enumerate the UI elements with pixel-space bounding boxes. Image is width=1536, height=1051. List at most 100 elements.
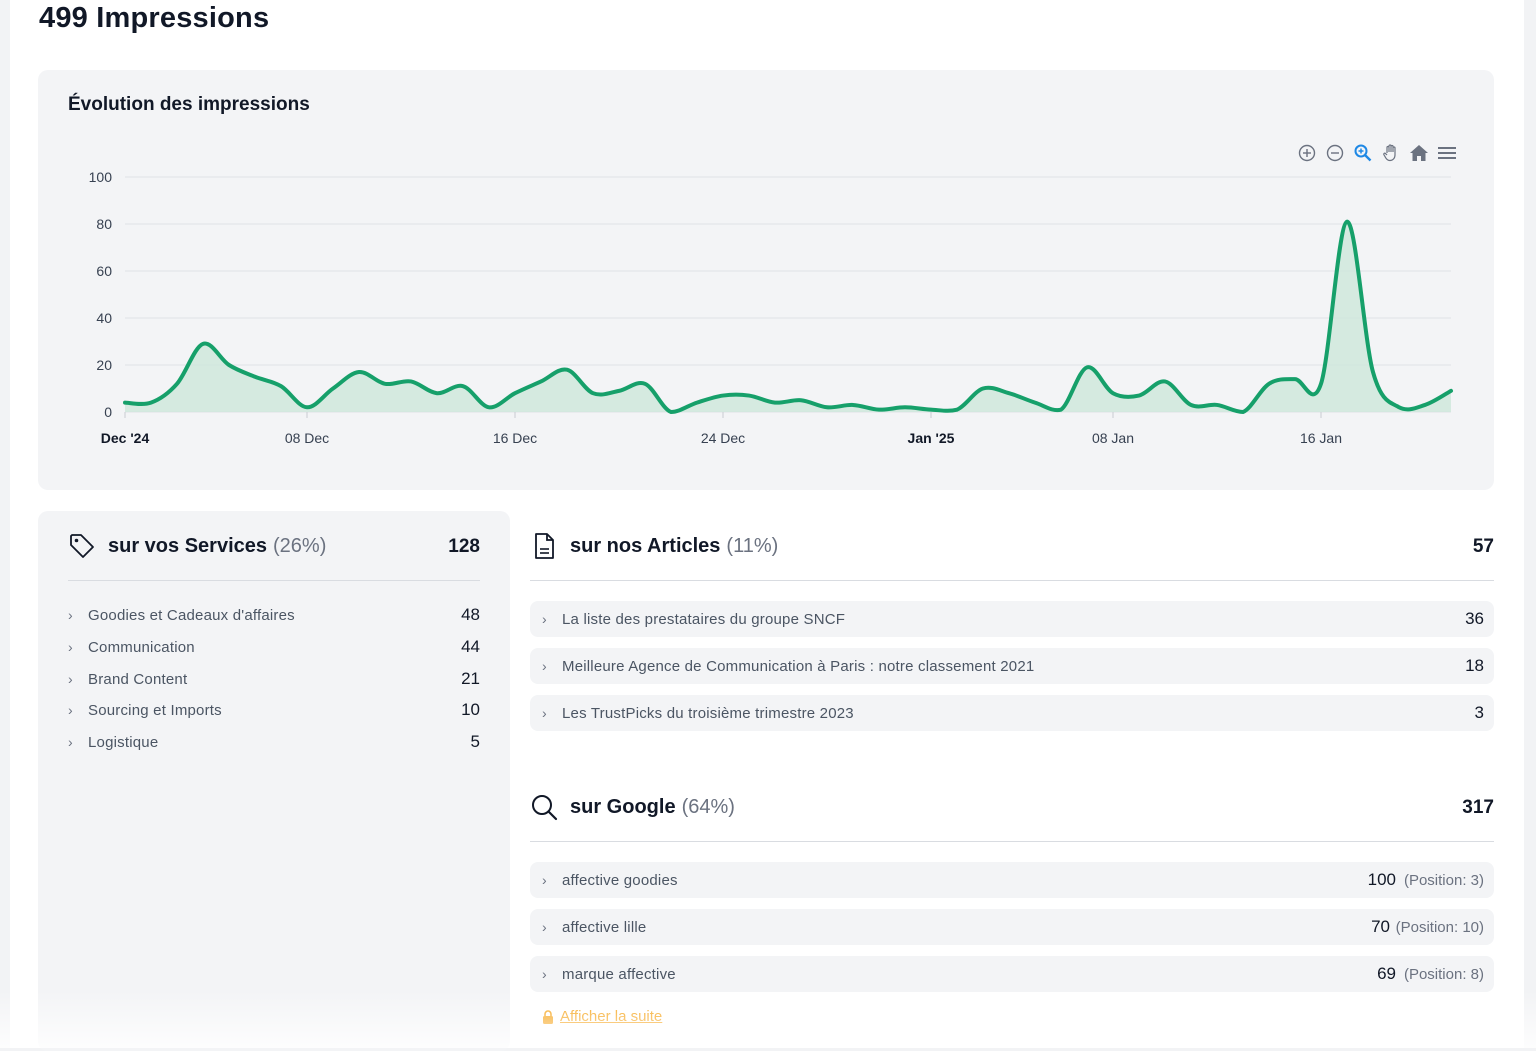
keyword-position: (Position: 8) (1403, 965, 1484, 983)
data-point (1266, 381, 1272, 387)
data-point (122, 400, 128, 406)
chevron-right-icon: › (542, 872, 547, 888)
data-point (382, 381, 388, 387)
services-percentage: (26%) (273, 534, 327, 557)
x-tick-label: 16 Jan (1300, 430, 1342, 446)
data-point (954, 407, 960, 413)
chevron-right-icon: › (542, 705, 547, 721)
google-title: sur Google (570, 795, 676, 818)
service-label: Goodies et Cadeaux d'affaires (88, 606, 295, 624)
data-point (668, 409, 674, 415)
service-label: Logistique (88, 733, 159, 751)
menu-icon[interactable] (1436, 142, 1458, 164)
show-more-label: Afficher la suite (560, 1008, 663, 1025)
google-total: 317 (1462, 797, 1494, 818)
service-label: Communication (88, 638, 195, 656)
pan-hand-icon[interactable] (1380, 142, 1402, 164)
data-point (564, 367, 570, 373)
data-point (252, 374, 258, 380)
google-percentage: (64%) (681, 795, 735, 818)
chevron-right-icon: › (68, 702, 73, 718)
data-point (1136, 393, 1142, 399)
list-item[interactable]: › affective goodies 100 (Position: 3) (530, 862, 1494, 898)
keyword-label: marque affective (562, 965, 676, 983)
list-item[interactable]: › Les TrustPicks du troisième trimestre … (530, 695, 1494, 731)
list-item[interactable]: › La liste des prestataires du groupe SN… (530, 601, 1494, 637)
service-value: 21 (461, 669, 480, 688)
x-tick-label: 08 Dec (285, 430, 329, 446)
data-point (1370, 369, 1376, 375)
list-item[interactable]: › Meilleure Agence de Communication à Pa… (530, 648, 1494, 684)
list-item[interactable]: › Logistique 5 (68, 731, 480, 753)
list-item[interactable]: › Communication 44 (68, 636, 480, 658)
keyword-value: 69 (1377, 964, 1396, 983)
data-point (798, 397, 804, 403)
keyword-position: (Position: 3) (1403, 871, 1484, 889)
y-tick-label: 40 (96, 310, 112, 326)
zoom-out-icon[interactable] (1324, 142, 1346, 164)
y-tick-label: 80 (96, 216, 112, 232)
chevron-right-icon: › (68, 639, 73, 655)
data-point (772, 400, 778, 406)
show-more-link[interactable]: Afficher la suite (542, 1008, 662, 1025)
service-value: 48 (461, 605, 480, 624)
page-title: 499 Impressions (39, 2, 270, 34)
lock-icon (542, 1009, 554, 1024)
data-point (1318, 381, 1324, 387)
data-point (1188, 402, 1194, 408)
keyword-label: affective lille (562, 918, 647, 936)
list-item[interactable]: › Goodies et Cadeaux d'affaires 48 (68, 604, 480, 626)
series-line (123, 219, 1453, 414)
keyword-label: affective goodies (562, 871, 678, 889)
data-point (850, 402, 856, 408)
data-point (746, 393, 752, 399)
articles-header: sur nos Articles (11%) (530, 532, 778, 560)
data-point (1240, 409, 1246, 415)
selection-zoom-icon[interactable] (1352, 142, 1374, 164)
services-total: 128 (448, 536, 480, 557)
home-icon[interactable] (1408, 142, 1430, 164)
list-item[interactable]: › affective lille 70 (Position: 10) (530, 909, 1494, 945)
list-item[interactable]: › Sourcing et Imports 10 (68, 699, 480, 721)
data-point (1058, 407, 1064, 413)
chevron-right-icon: › (68, 734, 73, 750)
x-tick-label: Jan '25 (908, 430, 955, 446)
data-point (590, 390, 596, 396)
service-value: 10 (461, 700, 480, 719)
data-point (330, 386, 336, 392)
data-point (1006, 390, 1012, 396)
data-point (1084, 364, 1090, 370)
data-point (304, 404, 310, 410)
chevron-right-icon: › (542, 919, 547, 935)
y-tick-label: 20 (96, 357, 112, 373)
series-area (125, 221, 1451, 412)
search-icon (530, 793, 558, 821)
data-point (486, 404, 492, 410)
articles-percentage: (11%) (726, 534, 779, 557)
page-container: 499 Impressions Évolution des impression… (10, 0, 1524, 1051)
keyword-position: (Position: 10) (1395, 918, 1484, 936)
data-point (1422, 402, 1428, 408)
x-tick-label: 16 Dec (493, 430, 537, 446)
chart-title: Évolution des impressions (68, 94, 310, 115)
data-point (538, 378, 544, 384)
data-point (642, 381, 648, 387)
list-item[interactable]: › Brand Content 21 (68, 668, 480, 690)
data-point (928, 407, 934, 413)
data-point (408, 378, 414, 384)
data-point (174, 381, 180, 387)
impressions-area-chart[interactable]: 0 20 40 60 80 100 Dec '24 08 Dec 16 Dec 24 Dec Jan… (38, 70, 1494, 490)
data-point (434, 390, 440, 396)
data-point (200, 341, 206, 347)
x-tick-label: 24 Dec (701, 430, 745, 446)
services-header: sur vos Services (26%) (68, 532, 326, 560)
data-point (460, 383, 466, 389)
zoom-in-icon[interactable] (1296, 142, 1318, 164)
data-point (902, 404, 908, 410)
article-value: 3 (1474, 703, 1484, 722)
data-point (1032, 400, 1038, 406)
service-label: Sourcing et Imports (88, 701, 222, 719)
x-tick-label: 08 Jan (1092, 430, 1134, 446)
list-item[interactable]: › marque affective 69 (Position: 8) (530, 956, 1494, 992)
service-label: Brand Content (88, 670, 188, 688)
